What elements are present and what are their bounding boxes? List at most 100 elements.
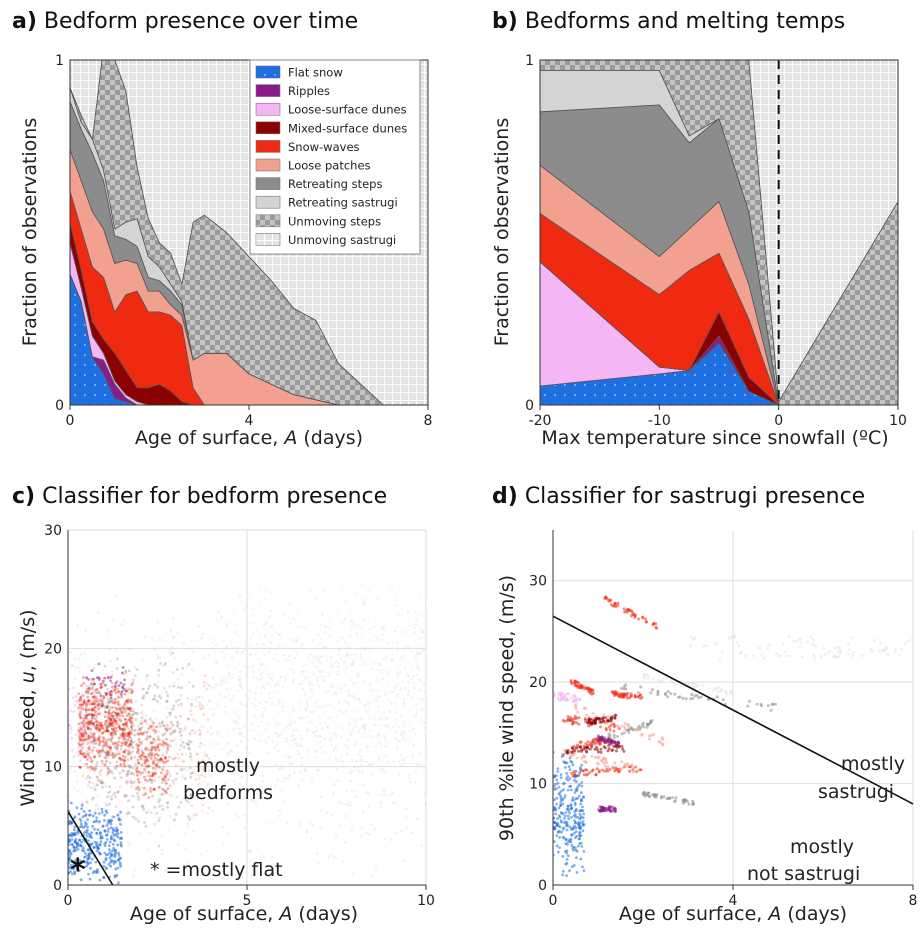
point-flat_snow: [575, 835, 578, 838]
point-retreating_sastrugi: [359, 763, 363, 767]
point-retreating_sastrugi: [423, 683, 426, 687]
streak-snow_waves: [575, 743, 579, 747]
point-loose_patches: [81, 774, 85, 777]
point-retreating_sastrugi: [227, 671, 231, 675]
point-retreating_steps: [165, 699, 169, 703]
point-mixed_surface_dunes: [125, 699, 129, 703]
point-retreating_sastrugi: [165, 742, 169, 746]
point-retreating_steps: [189, 752, 192, 755]
point-retreating_sastrugi: [291, 733, 295, 737]
point-snow_waves: [138, 740, 142, 744]
point-retreating_sastrugi: [305, 676, 309, 679]
point-unmoving_sastrugi: [350, 661, 354, 665]
point-retreating_sastrugi: [379, 805, 382, 808]
point-retreating_sastrugi: [190, 816, 194, 820]
point-unmoving_sastrugi: [376, 635, 379, 639]
point-retreating_steps: [106, 745, 110, 748]
point-retreating_sastrugi: [317, 659, 321, 663]
point-snow_waves: [78, 765, 82, 769]
streak-unmoving_sastrugi: [822, 646, 826, 650]
point-unmoving_sastrugi: [351, 662, 355, 666]
streak-retreating_steps: [642, 725, 646, 729]
point-retreating_steps: [151, 741, 155, 745]
point-loose_patches: [173, 756, 177, 760]
point-unmoving_sastrugi: [251, 622, 255, 625]
point-retreating_sastrugi: [348, 801, 351, 804]
point-retreating_sastrugi: [365, 746, 368, 749]
point-mixed_surface_dunes: [109, 717, 112, 721]
point-flat_snow: [79, 859, 82, 863]
point-unmoving_sastrugi: [318, 642, 321, 646]
point-snow_waves: [138, 727, 142, 731]
point-flat_snow: [80, 840, 83, 844]
point-unmoving_sastrugi: [284, 686, 288, 690]
streak-loose_patches: [647, 734, 651, 738]
point-retreating_sastrugi: [269, 641, 273, 645]
point-unmoving_sastrugi: [368, 628, 372, 631]
point-snow_waves: [110, 724, 114, 728]
point-loose_surface_dunes: [84, 734, 88, 738]
streak-snow_waves: [591, 691, 595, 695]
point-unmoving_sastrugi: [324, 722, 327, 725]
point-retreating_sastrugi: [391, 658, 395, 661]
point-retreating_steps: [91, 687, 95, 690]
point-unmoving_sastrugi: [219, 734, 222, 738]
point-retreating_sastrugi: [307, 720, 311, 724]
point-retreating_sastrugi: [316, 768, 319, 772]
point-loose_patches: [87, 700, 90, 704]
point-retreating_sastrugi: [317, 669, 321, 673]
point-snow_waves: [145, 757, 149, 761]
point-snow_waves: [96, 738, 99, 742]
streak-retreating_steps: [691, 696, 695, 700]
point-retreating_sastrugi: [317, 684, 321, 688]
point-snow_waves: [144, 761, 147, 764]
point-retreating_steps: [170, 739, 174, 743]
point-retreating_sastrugi: [183, 725, 187, 729]
point-unmoving_sastrugi: [402, 730, 406, 734]
point-snow_waves: [120, 707, 123, 710]
point-unmoving_sastrugi: [251, 613, 255, 617]
point-retreating_steps: [187, 662, 191, 666]
point-retreating_sastrugi: [350, 733, 353, 736]
point-flat_snow: [554, 787, 558, 791]
point-unmoving_sastrugi: [232, 694, 235, 698]
point-unmoving_sastrugi: [400, 658, 404, 661]
point-retreating_steps: [161, 739, 165, 742]
point-retreating_sastrugi: [290, 762, 294, 765]
point-loose_patches: [162, 744, 166, 747]
point-retreating_steps: [134, 817, 138, 821]
point-unmoving_sastrugi: [347, 676, 351, 680]
point-snow_waves: [86, 708, 90, 712]
point-unmoving_sastrugi: [345, 666, 349, 670]
point-retreating_steps: [148, 735, 151, 739]
streak-snow_waves: [575, 721, 578, 725]
point-snow_waves: [114, 706, 118, 710]
point-loose_patches: [207, 684, 211, 687]
point-flat_snow: [566, 804, 570, 808]
point-retreating_sastrugi: [182, 797, 186, 800]
point-retreating_sastrugi: [388, 794, 392, 798]
point-retreating_steps: [88, 776, 92, 780]
point-flat_snow: [68, 861, 71, 864]
panel-d-mostly-sastrugi-1: mostly: [841, 753, 905, 775]
point-retreating_steps: [105, 753, 109, 756]
point-snow_waves: [116, 713, 119, 717]
point-flat_snow: [571, 763, 575, 767]
point-retreating_sastrugi: [155, 653, 159, 657]
point-retreating_steps: [97, 706, 101, 709]
point-flat_snow: [98, 843, 102, 847]
point-snow_waves: [86, 726, 90, 729]
point-loose_patches: [152, 738, 156, 742]
point-flat_snow: [103, 851, 107, 855]
legend-label: Loose-surface dunes: [288, 103, 407, 117]
point-retreating_sastrugi: [117, 720, 121, 724]
point-unmoving_sastrugi: [391, 690, 394, 694]
point-snow_waves: [92, 695, 96, 699]
point-retreating_sastrugi: [379, 801, 383, 804]
point-loose_patches: [166, 726, 170, 730]
point-retreating_sastrugi: [97, 732, 101, 736]
streak-loose_patches: [632, 770, 635, 774]
point-retreating_sastrugi: [320, 826, 323, 830]
point-retreating_steps: [98, 779, 102, 783]
point-unmoving_sastrugi: [356, 624, 360, 628]
